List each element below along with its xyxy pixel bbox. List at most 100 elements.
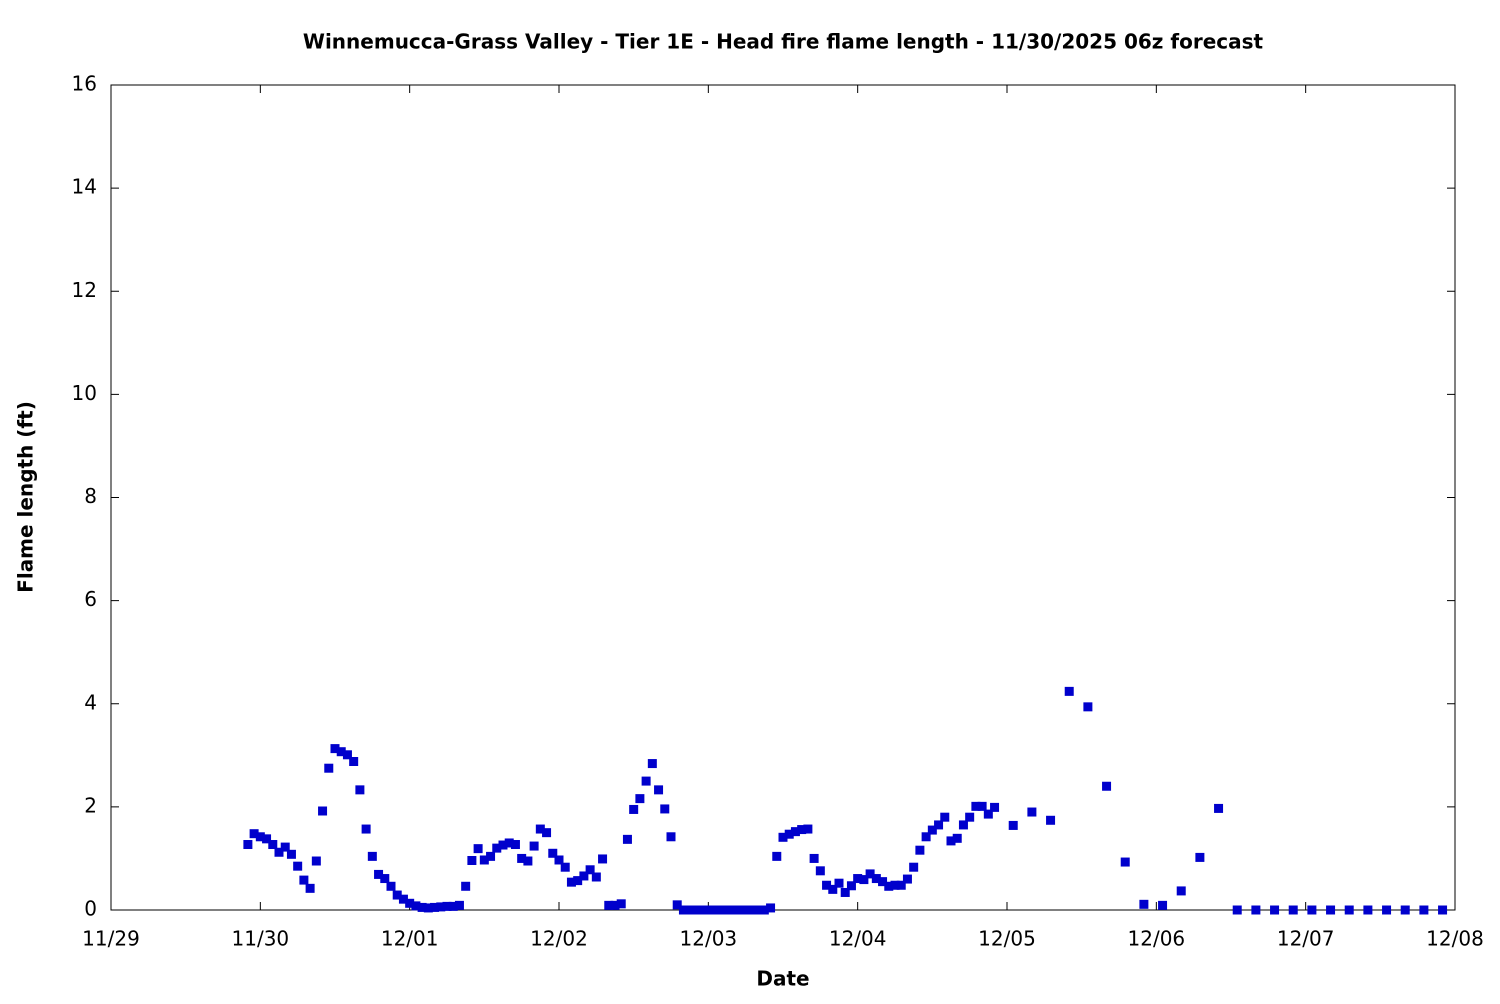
point — [1102, 781, 1112, 791]
point — [691, 905, 701, 915]
point — [840, 887, 850, 897]
point — [834, 878, 844, 888]
point — [560, 862, 570, 872]
point — [467, 856, 477, 865]
point — [374, 869, 384, 879]
point — [1419, 905, 1429, 915]
point — [523, 856, 533, 866]
point — [716, 905, 726, 915]
point — [815, 866, 825, 876]
point — [342, 750, 352, 760]
point — [958, 820, 968, 830]
point — [1195, 852, 1205, 862]
point — [1307, 905, 1317, 915]
point — [504, 838, 514, 848]
y-axis-label: Flame length (ft) — [14, 401, 38, 593]
point — [797, 825, 807, 835]
point — [355, 785, 365, 795]
y-tick-label: 16 — [72, 72, 97, 96]
point — [299, 875, 309, 885]
point — [448, 901, 458, 911]
point — [710, 905, 720, 915]
point — [822, 880, 832, 890]
point — [1083, 702, 1093, 712]
point — [442, 901, 452, 911]
point — [268, 840, 278, 850]
x-tick-label: 12/08 — [1426, 927, 1484, 951]
point — [741, 905, 751, 915]
point — [1046, 815, 1056, 825]
x-tick-label: 12/02 — [530, 927, 588, 951]
point — [1176, 886, 1186, 896]
point — [1214, 803, 1224, 813]
point — [324, 763, 334, 773]
point — [535, 824, 545, 834]
point — [1400, 905, 1410, 915]
point — [635, 794, 645, 804]
point — [566, 877, 576, 887]
point — [697, 905, 707, 915]
point — [890, 880, 900, 890]
point — [865, 869, 875, 879]
point — [473, 844, 483, 854]
point — [430, 902, 440, 912]
point — [604, 900, 614, 910]
point — [753, 905, 763, 915]
point — [940, 812, 950, 822]
point — [878, 877, 888, 887]
point — [784, 829, 794, 839]
point — [349, 757, 359, 766]
point — [398, 894, 408, 904]
point — [859, 875, 869, 885]
x-tick-label: 12/04 — [829, 927, 887, 951]
x-tick-label: 12/06 — [1128, 927, 1186, 951]
x-tick-label: 11/30 — [232, 927, 290, 951]
point — [803, 824, 813, 834]
point — [915, 845, 925, 855]
point — [685, 905, 695, 915]
point — [280, 842, 290, 852]
point — [622, 834, 632, 844]
point — [486, 851, 496, 861]
point — [510, 840, 520, 850]
point — [1008, 820, 1018, 830]
point — [498, 840, 508, 850]
point — [977, 801, 987, 811]
point — [1363, 905, 1373, 915]
point — [361, 824, 371, 834]
point — [454, 900, 464, 910]
x-tick-label: 11/29 — [82, 927, 140, 951]
point — [772, 851, 782, 861]
point — [436, 902, 446, 912]
point — [871, 874, 881, 884]
point — [585, 865, 595, 875]
point — [330, 744, 340, 754]
point — [598, 854, 608, 864]
point — [629, 804, 639, 814]
point — [367, 851, 377, 861]
y-tick-label: 14 — [72, 175, 97, 199]
point — [386, 881, 396, 891]
point — [965, 812, 975, 822]
y-tick-label: 10 — [72, 381, 97, 405]
point — [318, 806, 328, 816]
point — [660, 804, 670, 814]
point — [846, 881, 856, 891]
point — [902, 874, 912, 884]
y-tick-label: 12 — [72, 278, 97, 302]
point — [249, 829, 259, 839]
point — [990, 802, 1000, 812]
x-tick-label: 12/07 — [1277, 927, 1335, 951]
point — [548, 848, 558, 858]
point — [591, 872, 601, 882]
point — [461, 881, 471, 891]
point — [1232, 905, 1242, 915]
point — [554, 855, 564, 865]
point — [927, 825, 937, 835]
point — [728, 905, 738, 915]
point — [703, 905, 713, 915]
point — [909, 862, 919, 872]
point — [616, 899, 626, 909]
point — [1382, 905, 1392, 915]
